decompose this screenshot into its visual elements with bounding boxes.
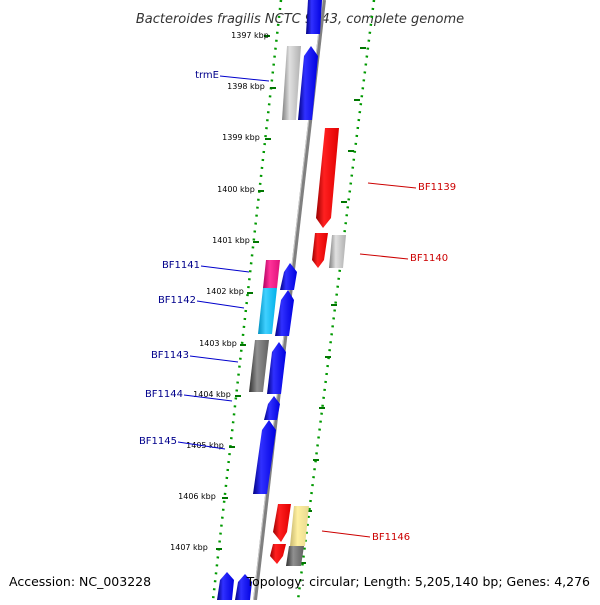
gene-arrow-blue[interactable]	[264, 396, 280, 420]
gene-label-bf1141[interactable]: BF1141	[162, 260, 200, 271]
tick-label: 1398 kbp	[227, 82, 265, 91]
gene-arrow-blue[interactable]	[235, 574, 252, 600]
gene-arrow-red[interactable]	[273, 504, 291, 542]
gene-arrow-cyan[interactable]	[258, 288, 277, 334]
genome-summary-text: Topology: circular; Length: 5,205,140 bp…	[246, 574, 590, 589]
tick-label: 1407 kbp	[170, 543, 208, 552]
gene-leader-lines	[177, 75, 417, 538]
gene-label-trme[interactable]: trmE	[195, 70, 219, 81]
gene-arrow-gray[interactable]	[282, 46, 301, 120]
gene-arrow-yellow[interactable]	[290, 506, 309, 546]
gene-arrow-blue[interactable]	[306, 0, 322, 34]
gene-labels: trmE BF1141 BF1142 BF1143 BF1144 BF1145 …	[139, 70, 456, 543]
tick-label: 1404 kbp	[193, 390, 231, 399]
accession-text: Accession: NC_003228	[9, 574, 151, 589]
tick-label: 1399 kbp	[222, 133, 260, 142]
gene-label-bf1145[interactable]: BF1145	[139, 436, 177, 447]
gene-arrow-gray[interactable]	[329, 235, 346, 268]
gene-arrow-red[interactable]	[316, 128, 339, 228]
gene-label-bf1143[interactable]: BF1143	[151, 350, 189, 361]
gene-label-bf1142[interactable]: BF1142	[158, 295, 196, 306]
tick-labels: 1397 kbp 1398 kbp 1399 kbp 1400 kbp 1401…	[170, 31, 269, 552]
gene-arrow-blue[interactable]	[217, 572, 234, 600]
tick-label: 1403 kbp	[199, 339, 237, 348]
leader-line	[367, 182, 417, 189]
gene-arrow-blue[interactable]	[298, 46, 318, 120]
map-title: Bacteroides fragilis NCTC 9343, complete…	[136, 12, 464, 27]
tick-label: 1397 kbp	[231, 31, 269, 40]
leader-line	[183, 394, 233, 402]
gene-label-bf1144[interactable]: BF1144	[145, 389, 183, 400]
gene-arrow-blue[interactable]	[267, 342, 286, 394]
leader-line	[219, 75, 270, 82]
tick-label: 1405 kbp	[186, 441, 224, 450]
tick-label: 1401 kbp	[212, 236, 250, 245]
leader-line	[177, 441, 226, 450]
gene-arrow-darkgray[interactable]	[249, 340, 269, 392]
leader-line	[321, 530, 371, 538]
tick-label: 1406 kbp	[178, 492, 216, 501]
gene-arrow-magenta[interactable]	[263, 260, 280, 288]
gene-arrow-red[interactable]	[270, 544, 286, 564]
tick-label: 1402 kbp	[206, 287, 244, 296]
gene-arrow-blue[interactable]	[253, 420, 276, 494]
tick-label: 1400 kbp	[217, 185, 255, 194]
gene-arrow-blue[interactable]	[280, 263, 297, 290]
gene-label-bf1146[interactable]: BF1146	[372, 532, 410, 543]
gene-label-bf1140[interactable]: BF1140	[410, 253, 448, 264]
gene-arrow-darkgray[interactable]	[286, 546, 304, 566]
leader-line	[196, 300, 245, 309]
gene-label-bf1139[interactable]: BF1139	[418, 182, 456, 193]
gene-arrow-blue[interactable]	[275, 290, 294, 336]
leader-line	[359, 253, 409, 260]
gene-arrow-red[interactable]	[312, 233, 328, 268]
leader-line	[200, 265, 250, 273]
gene-features	[217, 0, 346, 600]
leader-line	[189, 355, 239, 363]
